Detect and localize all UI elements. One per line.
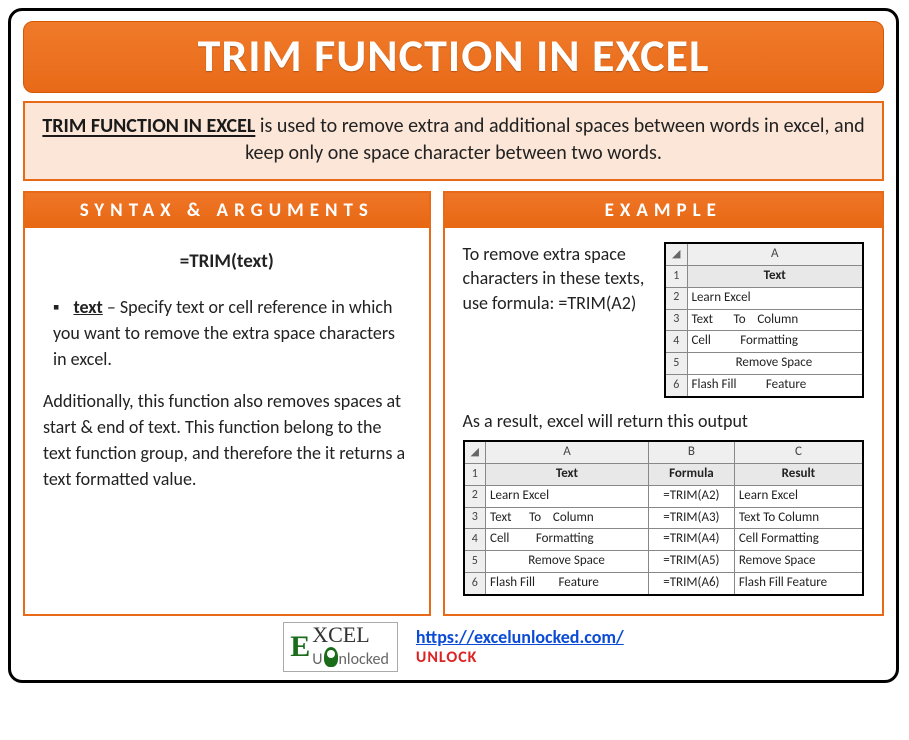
infographic-card: TRIM FUNCTION IN EXCEL TRIM FUNCTION IN … bbox=[8, 8, 899, 683]
table-row: 1 Text bbox=[665, 265, 863, 287]
syntax-panel-header: SYNTAX & ARGUMENTS bbox=[25, 193, 429, 228]
logo-bottom: Unlocked bbox=[312, 647, 389, 669]
table-cell: =TRIM(A3) bbox=[648, 507, 734, 529]
footer: E XCEL Unlocked https://excelunlocked.co… bbox=[23, 622, 884, 672]
table-row: ◢ A B C bbox=[464, 441, 863, 463]
title-bar: TRIM FUNCTION IN EXCEL bbox=[23, 21, 884, 93]
table-header-cell: Result bbox=[734, 463, 863, 485]
table-header-cell: Text bbox=[687, 265, 863, 287]
table-row: 2 Learn Excel =TRIM(A2) Learn Excel bbox=[464, 485, 863, 507]
example-top-row: To remove extra space characters in thes… bbox=[463, 242, 864, 398]
rownum: 4 bbox=[464, 529, 486, 551]
rownum: 6 bbox=[665, 375, 687, 397]
table-cell: Flash Fill Feature bbox=[486, 573, 649, 595]
logo-text: XCEL Unlocked bbox=[312, 625, 389, 669]
keyhole-icon bbox=[324, 647, 338, 667]
table-cell: Learn Excel bbox=[734, 485, 863, 507]
argument-list: text – Specify text or cell reference in… bbox=[43, 294, 411, 372]
result-caption: As a result, excel will return this outp… bbox=[463, 408, 864, 434]
rownum: 3 bbox=[665, 309, 687, 331]
table-cell: Text To Column bbox=[687, 309, 863, 331]
input-table: ◢ A 1 Text 2 Learn Excel 3 bbox=[664, 242, 864, 398]
syntax-panel: SYNTAX & ARGUMENTS =TRIM(text) text – Sp… bbox=[23, 191, 431, 616]
footer-links: https://excelunlocked.com/ UNLOCK bbox=[416, 627, 624, 668]
col-letter: A bbox=[687, 243, 863, 265]
rownum: 6 bbox=[464, 573, 486, 595]
table-cell: =TRIM(A5) bbox=[648, 551, 734, 573]
col-letter: A bbox=[486, 441, 649, 463]
col-letter: C bbox=[734, 441, 863, 463]
syntax-formula: =TRIM(text) bbox=[43, 248, 411, 276]
logo-top: XCEL bbox=[312, 622, 369, 647]
table-cell: Flash Fill Feature bbox=[734, 573, 863, 595]
table-cell: Remove Space bbox=[486, 551, 649, 573]
logo-e: E bbox=[290, 630, 310, 664]
rownum: 2 bbox=[665, 287, 687, 309]
corner-cell: ◢ bbox=[464, 441, 486, 463]
columns: SYNTAX & ARGUMENTS =TRIM(text) text – Sp… bbox=[23, 191, 884, 616]
table-row: 2 Learn Excel bbox=[665, 287, 863, 309]
table-cell: Learn Excel bbox=[486, 485, 649, 507]
syntax-panel-body: =TRIM(text) text – Specify text or cell … bbox=[25, 228, 429, 510]
rownum: 4 bbox=[665, 331, 687, 353]
example-panel-body: To remove extra space characters in thes… bbox=[445, 228, 882, 614]
table-cell: Cell Formatting bbox=[486, 529, 649, 551]
table-cell: =TRIM(A2) bbox=[648, 485, 734, 507]
example-intro: To remove extra space characters in thes… bbox=[463, 242, 654, 315]
argument-name: text bbox=[73, 296, 102, 318]
rownum: 2 bbox=[464, 485, 486, 507]
corner-cell: ◢ bbox=[665, 243, 687, 265]
rownum: 5 bbox=[665, 353, 687, 375]
table-row: 4 Cell Formatting =TRIM(A4) Cell Formatt… bbox=[464, 529, 863, 551]
table-row: 1 Text Formula Result bbox=[464, 463, 863, 485]
output-table: ◢ A B C 1 Text Formula Result 2 Learn Ex… bbox=[463, 440, 864, 596]
description-rest: is used to remove extra and additional s… bbox=[245, 114, 864, 165]
table-cell: Text To Column bbox=[734, 507, 863, 529]
table-row: 3 Text To Column =TRIM(A3) Text To Colum… bbox=[464, 507, 863, 529]
table-row: 6 Flash Fill Feature bbox=[665, 375, 863, 397]
table-cell: Remove Space bbox=[734, 551, 863, 573]
example-panel: EXAMPLE To remove extra space characters… bbox=[443, 191, 884, 616]
unlock-label: UNLOCK bbox=[416, 648, 478, 667]
example-panel-header: EXAMPLE bbox=[445, 193, 882, 228]
argument-item: text – Specify text or cell reference in… bbox=[53, 294, 411, 372]
description-box: TRIM FUNCTION IN EXCEL is used to remove… bbox=[23, 101, 884, 181]
brand-logo: E XCEL Unlocked bbox=[283, 622, 398, 672]
page-title: TRIM FUNCTION IN EXCEL bbox=[24, 28, 883, 84]
table-header-cell: Formula bbox=[648, 463, 734, 485]
table-row: ◢ A bbox=[665, 243, 863, 265]
table-cell: =TRIM(A4) bbox=[648, 529, 734, 551]
table-cell: Cell Formatting bbox=[687, 331, 863, 353]
rownum: 1 bbox=[464, 463, 486, 485]
table-row: 5 Remove Space =TRIM(A5) Remove Space bbox=[464, 551, 863, 573]
table-header-cell: Text bbox=[486, 463, 649, 485]
site-link[interactable]: https://excelunlocked.com/ bbox=[416, 626, 624, 648]
rownum: 3 bbox=[464, 507, 486, 529]
table-cell: Flash Fill Feature bbox=[687, 375, 863, 397]
rownum: 5 bbox=[464, 551, 486, 573]
col-letter: B bbox=[648, 441, 734, 463]
syntax-note: Additionally, this function also removes… bbox=[43, 388, 411, 492]
table-cell: Remove Space bbox=[687, 353, 863, 375]
table-cell: Cell Formatting bbox=[734, 529, 863, 551]
argument-desc: – Specify text or cell reference in whic… bbox=[53, 296, 395, 370]
table-row: 5 Remove Space bbox=[665, 353, 863, 375]
description-lead: TRIM FUNCTION IN EXCEL bbox=[42, 114, 255, 138]
table-cell: =TRIM(A6) bbox=[648, 573, 734, 595]
table-row: 4 Cell Formatting bbox=[665, 331, 863, 353]
rownum: 1 bbox=[665, 265, 687, 287]
table-cell: Text To Column bbox=[486, 507, 649, 529]
table-row: 6 Flash Fill Feature =TRIM(A6) Flash Fil… bbox=[464, 573, 863, 595]
table-cell: Learn Excel bbox=[687, 287, 863, 309]
table-row: 3 Text To Column bbox=[665, 309, 863, 331]
